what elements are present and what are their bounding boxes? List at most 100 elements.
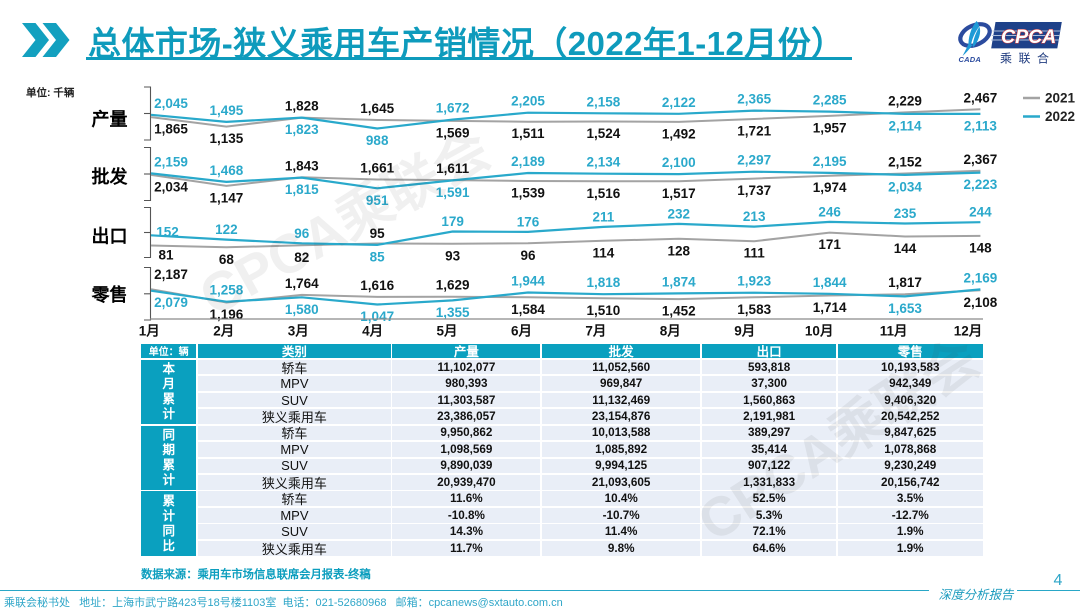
svg-text:1,843: 1,843 xyxy=(285,158,319,173)
svg-text:1,818: 1,818 xyxy=(587,275,621,290)
svg-text:1,764: 1,764 xyxy=(285,276,319,291)
svg-text:2,113: 2,113 xyxy=(964,118,998,133)
svg-text:122: 122 xyxy=(215,222,238,237)
svg-text:1,355: 1,355 xyxy=(436,305,470,320)
svg-text:244: 244 xyxy=(969,205,992,220)
svg-text:96: 96 xyxy=(520,248,536,263)
svg-text:1,584: 1,584 xyxy=(511,302,545,317)
svg-text:1,516: 1,516 xyxy=(587,186,621,201)
svg-text:1,611: 1,611 xyxy=(436,161,470,176)
svg-text:1,583: 1,583 xyxy=(737,302,771,317)
svg-text:1,196: 1,196 xyxy=(210,307,244,322)
svg-text:2,152: 2,152 xyxy=(888,155,922,170)
svg-text:1,511: 1,511 xyxy=(511,126,545,141)
svg-text:1月: 1月 xyxy=(139,324,160,339)
svg-text:128: 128 xyxy=(668,243,691,258)
svg-text:144: 144 xyxy=(894,241,917,256)
svg-text:2,034: 2,034 xyxy=(154,179,188,194)
svg-text:2,367: 2,367 xyxy=(964,152,998,167)
svg-text:235: 235 xyxy=(894,206,917,221)
svg-text:批发: 批发 xyxy=(92,166,129,187)
svg-text:CADA: CADA xyxy=(959,55,981,64)
svg-text:2,108: 2,108 xyxy=(964,295,998,310)
svg-text:2,229: 2,229 xyxy=(888,93,922,108)
svg-text:1,957: 1,957 xyxy=(813,120,847,135)
svg-text:1,524: 1,524 xyxy=(587,126,621,141)
svg-text:10月: 10月 xyxy=(805,324,834,339)
svg-text:8月: 8月 xyxy=(660,324,681,339)
svg-text:93: 93 xyxy=(445,248,461,263)
svg-text:2,195: 2,195 xyxy=(813,154,847,169)
svg-text:1,714: 1,714 xyxy=(813,300,847,315)
svg-text:96: 96 xyxy=(294,226,310,241)
svg-text:CPCA: CPCA xyxy=(1001,26,1056,48)
svg-text:1,616: 1,616 xyxy=(360,278,394,293)
svg-text:2,297: 2,297 xyxy=(737,153,771,168)
svg-text:乘联合: 乘联合 xyxy=(1000,51,1056,66)
svg-text:1,569: 1,569 xyxy=(436,125,470,140)
svg-text:2,079: 2,079 xyxy=(154,295,188,310)
svg-text:1,580: 1,580 xyxy=(285,302,319,317)
svg-text:1,539: 1,539 xyxy=(511,186,545,201)
svg-text:85: 85 xyxy=(370,249,386,264)
svg-text:1,591: 1,591 xyxy=(436,185,470,200)
svg-text:2,034: 2,034 xyxy=(888,179,922,194)
svg-text:1,517: 1,517 xyxy=(662,186,696,201)
svg-text:7月: 7月 xyxy=(585,324,606,339)
svg-text:1,944: 1,944 xyxy=(511,274,545,289)
svg-text:211: 211 xyxy=(593,209,615,224)
svg-text:1,135: 1,135 xyxy=(210,131,244,146)
svg-text:2,205: 2,205 xyxy=(511,94,545,109)
svg-text:82: 82 xyxy=(294,250,309,265)
svg-text:81: 81 xyxy=(158,248,174,263)
svg-text:111: 111 xyxy=(744,246,766,261)
svg-text:1,823: 1,823 xyxy=(285,122,319,137)
svg-text:1,844: 1,844 xyxy=(813,275,847,290)
svg-text:1,815: 1,815 xyxy=(285,182,319,197)
svg-text:68: 68 xyxy=(219,252,235,267)
svg-text:12月: 12月 xyxy=(954,324,983,339)
svg-text:2,365: 2,365 xyxy=(737,92,771,107)
svg-text:1,495: 1,495 xyxy=(210,103,244,118)
svg-text:2,100: 2,100 xyxy=(662,155,696,170)
svg-text:1,828: 1,828 xyxy=(285,99,319,114)
svg-text:1,047: 1,047 xyxy=(360,309,394,324)
svg-text:213: 213 xyxy=(743,209,766,224)
svg-text:2,285: 2,285 xyxy=(813,93,847,108)
svg-text:2月: 2月 xyxy=(213,324,234,339)
svg-text:1,737: 1,737 xyxy=(737,183,771,198)
svg-text:1,865: 1,865 xyxy=(154,122,188,137)
svg-text:1,510: 1,510 xyxy=(587,303,621,318)
svg-text:出口: 出口 xyxy=(92,226,128,247)
svg-text:1,629: 1,629 xyxy=(436,278,470,293)
svg-text:1,874: 1,874 xyxy=(662,274,696,289)
svg-text:114: 114 xyxy=(593,245,615,260)
svg-text:176: 176 xyxy=(517,214,540,229)
svg-text:9月: 9月 xyxy=(734,324,755,339)
svg-text:1,661: 1,661 xyxy=(360,161,394,176)
svg-text:1,147: 1,147 xyxy=(210,190,244,205)
svg-text:5月: 5月 xyxy=(436,324,457,339)
svg-text:95: 95 xyxy=(370,226,386,241)
svg-text:152: 152 xyxy=(156,224,179,239)
svg-text:1,817: 1,817 xyxy=(888,275,922,290)
svg-text:2022: 2022 xyxy=(1045,109,1075,124)
svg-text:2,045: 2,045 xyxy=(154,96,188,111)
svg-text:2,189: 2,189 xyxy=(511,154,545,169)
svg-text:232: 232 xyxy=(668,206,691,221)
svg-text:988: 988 xyxy=(366,133,389,148)
svg-text:1,721: 1,721 xyxy=(737,124,771,139)
svg-text:1,974: 1,974 xyxy=(813,180,847,195)
svg-text:1,923: 1,923 xyxy=(737,274,771,289)
svg-text:3月: 3月 xyxy=(288,324,309,339)
svg-text:零售: 零售 xyxy=(91,284,128,305)
svg-text:2,159: 2,159 xyxy=(154,154,188,169)
svg-text:179: 179 xyxy=(441,214,464,229)
svg-text:1,468: 1,468 xyxy=(210,163,244,178)
svg-text:2,134: 2,134 xyxy=(587,155,621,170)
svg-text:2,169: 2,169 xyxy=(964,270,998,285)
svg-text:1,258: 1,258 xyxy=(210,283,244,298)
svg-text:1,645: 1,645 xyxy=(360,101,394,116)
svg-text:1,452: 1,452 xyxy=(662,304,696,319)
svg-text:产量: 产量 xyxy=(92,108,128,129)
